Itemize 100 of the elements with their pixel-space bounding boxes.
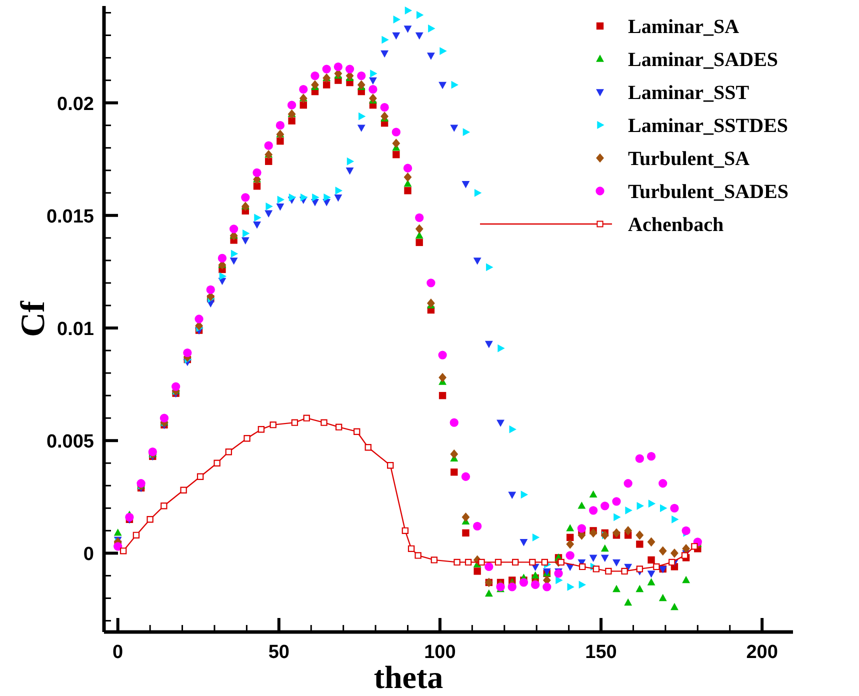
point [230, 258, 238, 265]
point [520, 539, 528, 546]
point [206, 285, 215, 294]
point [589, 490, 598, 498]
point [265, 158, 272, 165]
y-axis-title: Cf [15, 300, 52, 337]
point [322, 81, 330, 88]
point [357, 80, 366, 90]
legend-label: Laminar_SST [628, 82, 750, 104]
point [225, 448, 232, 456]
y-tick-label: 0 [83, 544, 94, 566]
point [196, 473, 204, 480]
point [125, 512, 134, 522]
point [612, 584, 620, 592]
point [426, 298, 435, 308]
y-tick-label: 0.005 [46, 432, 94, 453]
point [648, 500, 656, 508]
point [566, 540, 574, 549]
point [438, 350, 447, 360]
point [120, 548, 127, 554]
point [415, 213, 424, 222]
point [404, 172, 412, 182]
point [264, 210, 273, 218]
point [682, 526, 690, 535]
point [621, 568, 628, 575]
point [354, 428, 360, 435]
point [335, 424, 342, 430]
point [647, 578, 656, 586]
point [270, 421, 276, 428]
point [520, 490, 528, 499]
point [392, 32, 400, 40]
point [160, 502, 168, 510]
x-tick-label: 0 [112, 642, 124, 663]
point [647, 537, 656, 547]
point [218, 254, 227, 263]
point [612, 559, 620, 567]
point [567, 583, 574, 591]
point [438, 392, 446, 400]
point [670, 602, 678, 610]
point [648, 556, 655, 564]
point [682, 576, 690, 584]
point [357, 124, 366, 132]
point [387, 462, 394, 469]
point [241, 193, 250, 202]
x-tick-label: 200 [746, 642, 778, 663]
point [414, 552, 422, 559]
point [303, 414, 310, 422]
point [415, 224, 424, 234]
point [346, 157, 354, 166]
point [508, 492, 516, 499]
point [558, 558, 564, 566]
point [276, 121, 285, 130]
point [299, 85, 308, 94]
point [464, 558, 472, 566]
point [462, 512, 470, 522]
point [624, 598, 632, 606]
point [484, 562, 494, 572]
point [624, 479, 632, 488]
point [461, 472, 470, 481]
point [264, 141, 273, 150]
y-tick-label: 0.015 [46, 206, 94, 228]
point [451, 80, 458, 89]
point [484, 589, 493, 597]
point [450, 468, 458, 476]
legend-label: Laminar_SA [628, 16, 740, 38]
point [276, 138, 284, 145]
point [636, 540, 644, 548]
point [605, 568, 612, 575]
point [277, 196, 285, 204]
point [494, 558, 502, 566]
point [369, 77, 377, 85]
point [324, 193, 331, 202]
point [670, 548, 678, 558]
point [589, 554, 598, 562]
point [512, 558, 519, 566]
point [454, 558, 460, 566]
point [600, 544, 609, 552]
point [624, 526, 632, 536]
point [253, 182, 261, 190]
point [426, 52, 435, 60]
point [160, 414, 169, 422]
point [254, 214, 262, 222]
point [509, 425, 516, 434]
point [288, 193, 296, 202]
point [498, 344, 505, 352]
y-tick-label: 0.01 [57, 319, 94, 340]
point [214, 460, 220, 466]
point [370, 70, 378, 78]
legend-label: Achenbach [628, 214, 724, 236]
point [311, 80, 319, 90]
point [474, 568, 481, 575]
point [334, 62, 342, 72]
point [415, 32, 424, 40]
x-tick-label: 50 [268, 642, 290, 663]
point [578, 580, 586, 589]
legend-label: Turbulent_SADES [628, 181, 788, 203]
point [658, 594, 667, 602]
point [484, 340, 493, 348]
y-tick-label: 0.02 [57, 94, 94, 115]
point [402, 527, 409, 534]
